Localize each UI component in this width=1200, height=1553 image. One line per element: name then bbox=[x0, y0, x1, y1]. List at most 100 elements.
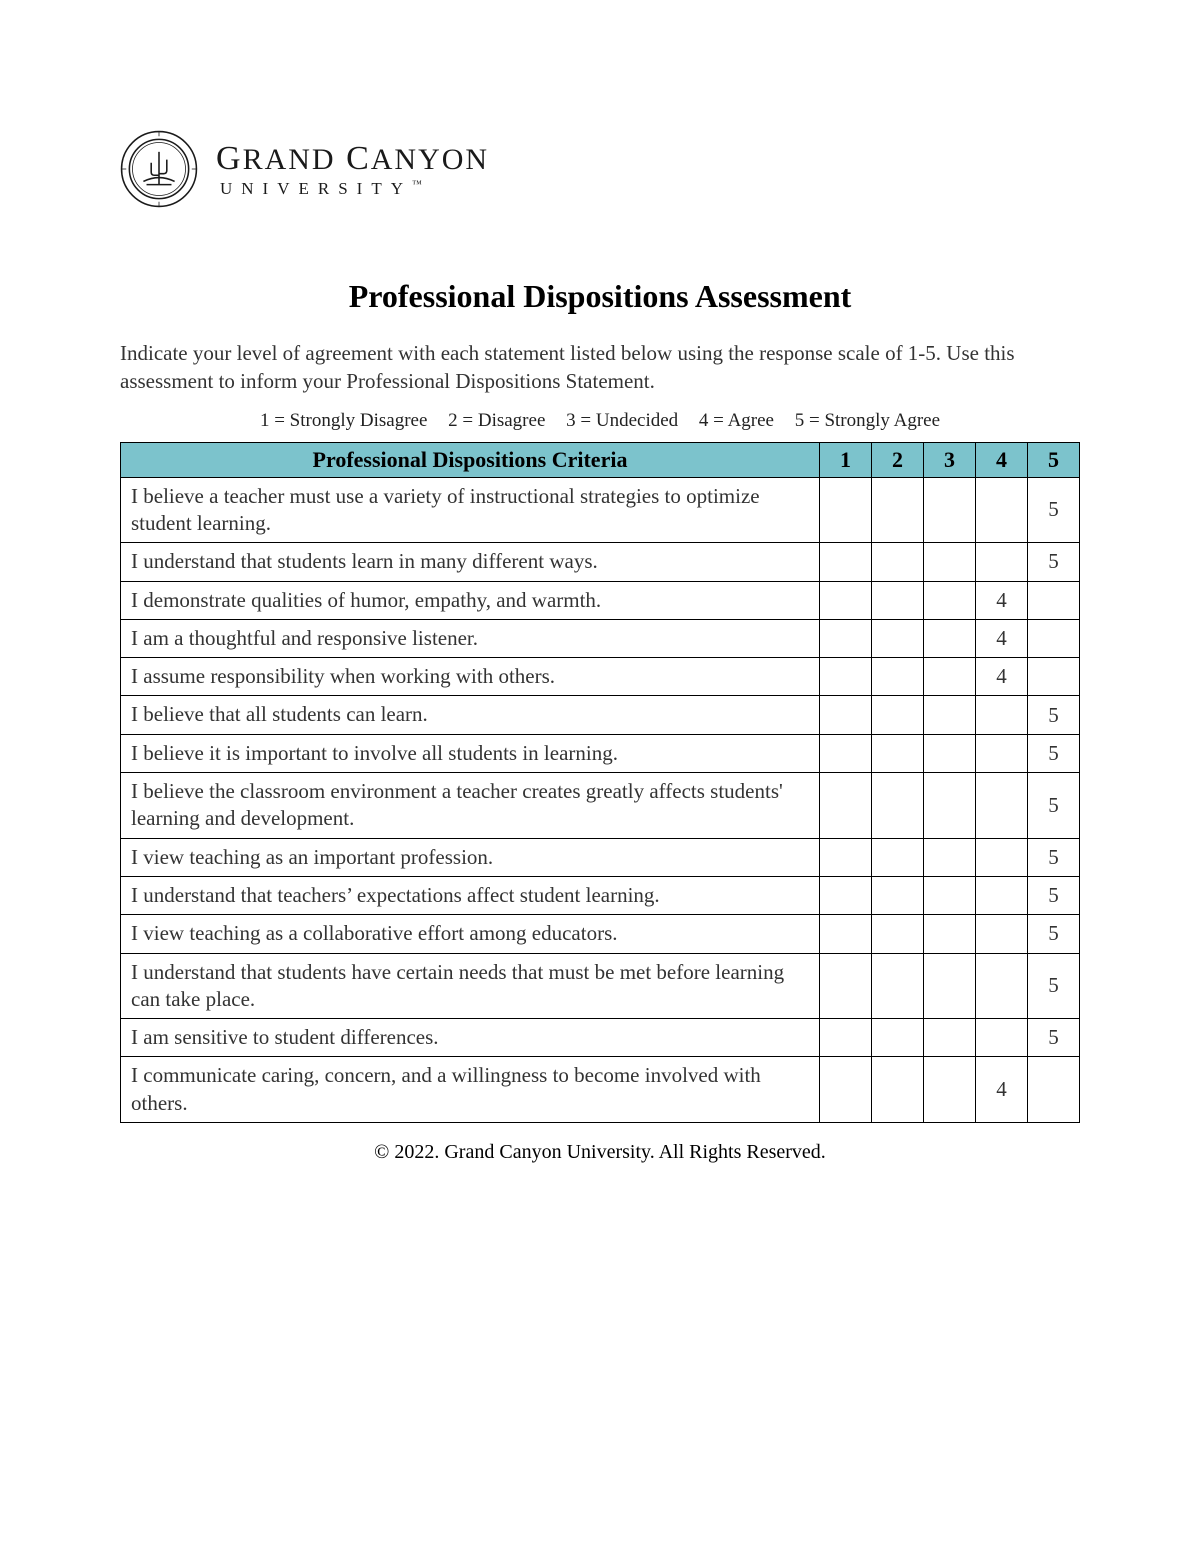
score-cell-2 bbox=[872, 734, 924, 772]
criterion-cell: I believe a teacher must use a variety o… bbox=[121, 477, 820, 543]
instructions-text: Indicate your level of agreement with ea… bbox=[120, 339, 1080, 396]
score-cell-4 bbox=[976, 915, 1028, 953]
score-cell-4 bbox=[976, 1019, 1028, 1057]
table-row: I believe it is important to involve all… bbox=[121, 734, 1080, 772]
score-cell-2 bbox=[872, 773, 924, 839]
score-cell-1 bbox=[820, 953, 872, 1019]
table-row: I communicate caring, concern, and a wil… bbox=[121, 1057, 1080, 1123]
score-cell-1 bbox=[820, 696, 872, 734]
score-cell-3 bbox=[924, 876, 976, 914]
score-cell-5: 5 bbox=[1028, 477, 1080, 543]
score-cell-1 bbox=[820, 619, 872, 657]
score-cell-4 bbox=[976, 953, 1028, 1019]
criterion-cell: I communicate caring, concern, and a wil… bbox=[121, 1057, 820, 1123]
score-cell-2 bbox=[872, 1057, 924, 1123]
score-cell-2 bbox=[872, 1019, 924, 1057]
table-row: I understand that students learn in many… bbox=[121, 543, 1080, 581]
criterion-cell: I view teaching as an important professi… bbox=[121, 838, 820, 876]
scale-item: 4 = Agree bbox=[699, 410, 774, 431]
score-header-2: 2 bbox=[872, 442, 924, 477]
criterion-cell: I believe the classroom environment a te… bbox=[121, 773, 820, 839]
criterion-cell: I understand that teachers’ expectations… bbox=[121, 876, 820, 914]
score-header-1: 1 bbox=[820, 442, 872, 477]
criteria-header: Professional Dispositions Criteria bbox=[121, 442, 820, 477]
score-cell-1 bbox=[820, 838, 872, 876]
score-cell-1 bbox=[820, 543, 872, 581]
score-cell-3 bbox=[924, 619, 976, 657]
score-cell-2 bbox=[872, 953, 924, 1019]
scale-item: 1 = Strongly Disagree bbox=[260, 410, 427, 431]
score-cell-2 bbox=[872, 658, 924, 696]
score-cell-5 bbox=[1028, 658, 1080, 696]
score-cell-1 bbox=[820, 581, 872, 619]
table-header-row: Professional Dispositions Criteria 1 2 3… bbox=[121, 442, 1080, 477]
copyright-footer: © 2022. Grand Canyon University. All Rig… bbox=[120, 1141, 1080, 1164]
score-cell-2 bbox=[872, 477, 924, 543]
score-cell-3 bbox=[924, 1019, 976, 1057]
assessment-table: Professional Dispositions Criteria 1 2 3… bbox=[120, 442, 1080, 1123]
criterion-cell: I understand that students have certain … bbox=[121, 953, 820, 1019]
score-cell-1 bbox=[820, 1057, 872, 1123]
score-cell-2 bbox=[872, 838, 924, 876]
table-row: I demonstrate qualities of humor, empath… bbox=[121, 581, 1080, 619]
score-cell-2 bbox=[872, 696, 924, 734]
score-cell-5: 5 bbox=[1028, 1019, 1080, 1057]
score-cell-3 bbox=[924, 953, 976, 1019]
table-row: I believe a teacher must use a variety o… bbox=[121, 477, 1080, 543]
scale-legend: 1 = Strongly Disagree 2 = Disagree 3 = U… bbox=[120, 410, 1080, 432]
criterion-cell: I demonstrate qualities of humor, empath… bbox=[121, 581, 820, 619]
page-title: Professional Dispositions Assessment bbox=[120, 278, 1080, 315]
score-cell-3 bbox=[924, 838, 976, 876]
score-cell-4 bbox=[976, 543, 1028, 581]
table-row: I believe that all students can learn.5 bbox=[121, 696, 1080, 734]
table-row: I view teaching as an important professi… bbox=[121, 838, 1080, 876]
criterion-cell: I am a thoughtful and responsive listene… bbox=[121, 619, 820, 657]
score-cell-5: 5 bbox=[1028, 838, 1080, 876]
scale-item: 2 = Disagree bbox=[448, 410, 545, 431]
score-cell-2 bbox=[872, 876, 924, 914]
score-cell-4: 4 bbox=[976, 581, 1028, 619]
criterion-cell: I believe it is important to involve all… bbox=[121, 734, 820, 772]
university-logo: GRAND CANYON UNIVERSITY™ bbox=[120, 130, 1080, 208]
criterion-cell: I assume responsibility when working wit… bbox=[121, 658, 820, 696]
score-cell-4: 4 bbox=[976, 1057, 1028, 1123]
score-cell-5 bbox=[1028, 1057, 1080, 1123]
score-cell-5: 5 bbox=[1028, 953, 1080, 1019]
score-cell-2 bbox=[872, 581, 924, 619]
score-cell-4 bbox=[976, 838, 1028, 876]
logo-sub-text: UNIVERSITY™ bbox=[216, 180, 489, 197]
table-row: I am a thoughtful and responsive listene… bbox=[121, 619, 1080, 657]
table-row: I view teaching as a collaborative effor… bbox=[121, 915, 1080, 953]
score-cell-3 bbox=[924, 773, 976, 839]
score-cell-3 bbox=[924, 915, 976, 953]
criterion-cell: I understand that students learn in many… bbox=[121, 543, 820, 581]
score-cell-1 bbox=[820, 734, 872, 772]
score-cell-1 bbox=[820, 1019, 872, 1057]
score-header-3: 3 bbox=[924, 442, 976, 477]
score-cell-5: 5 bbox=[1028, 915, 1080, 953]
table-row: I understand that students have certain … bbox=[121, 953, 1080, 1019]
score-cell-4 bbox=[976, 696, 1028, 734]
logo-main-text: GRAND CANYON bbox=[216, 142, 489, 176]
table-row: I understand that teachers’ expectations… bbox=[121, 876, 1080, 914]
score-cell-3 bbox=[924, 477, 976, 543]
score-cell-3 bbox=[924, 543, 976, 581]
score-cell-5 bbox=[1028, 619, 1080, 657]
score-cell-3 bbox=[924, 1057, 976, 1123]
score-cell-5: 5 bbox=[1028, 543, 1080, 581]
table-row: I am sensitive to student differences.5 bbox=[121, 1019, 1080, 1057]
score-cell-4 bbox=[976, 876, 1028, 914]
score-cell-2 bbox=[872, 619, 924, 657]
score-cell-2 bbox=[872, 543, 924, 581]
score-header-5: 5 bbox=[1028, 442, 1080, 477]
table-row: I assume responsibility when working wit… bbox=[121, 658, 1080, 696]
score-cell-5 bbox=[1028, 581, 1080, 619]
score-cell-3 bbox=[924, 658, 976, 696]
score-cell-1 bbox=[820, 658, 872, 696]
score-cell-5: 5 bbox=[1028, 773, 1080, 839]
score-cell-3 bbox=[924, 696, 976, 734]
score-cell-1 bbox=[820, 876, 872, 914]
score-cell-3 bbox=[924, 581, 976, 619]
score-cell-1 bbox=[820, 915, 872, 953]
score-header-4: 4 bbox=[976, 442, 1028, 477]
